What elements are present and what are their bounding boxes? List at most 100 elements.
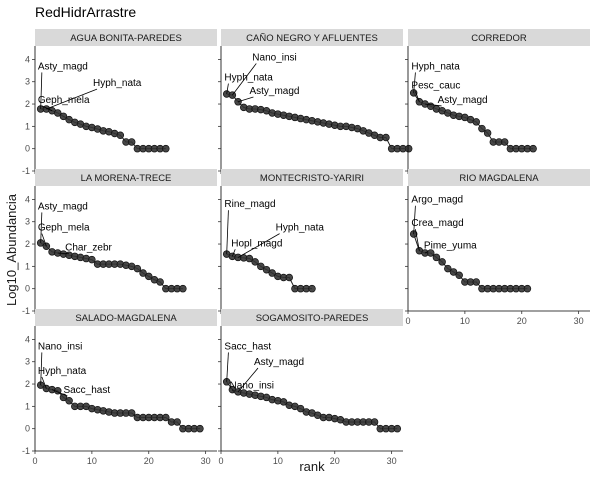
species-label: Nano_insi [230,381,274,392]
facet-sogamosito-paredes: SOGAMOSITO-PAREDES 0 10 20 30 Sacc_hast Asty_m… [218,309,403,466]
data-point [370,418,379,426]
label-leader-line [41,376,47,389]
label-leader-line [237,96,254,103]
facet-strip [35,309,217,326]
species-label: Char_zebr [65,243,112,254]
y-tick-label: -1 [22,446,30,456]
species-label: Argo_magd [411,195,463,206]
data-point [478,124,486,133]
data-point [127,409,136,417]
data-point [116,131,125,140]
data-point [308,284,316,293]
x-tick-label: 20 [517,316,527,326]
data-point [196,424,204,433]
species-label: Hyph_nata [93,78,142,89]
species-label: Asty_magd [438,95,488,106]
label-leader-line [415,91,420,102]
label-leader-line [226,210,229,255]
species-label: Asty_magd [38,61,88,72]
y-tick-label: 2 [25,379,30,389]
data-point [382,133,390,142]
x-tick-label: 20 [330,456,340,466]
x-tick-label: 10 [460,316,470,326]
facet-strip-label: RIO MAGDALENA [459,173,539,184]
data-point [523,284,532,293]
label-leader-line [413,72,416,93]
data-point [438,258,446,266]
x-tick-label: 0 [32,456,37,466]
facet-strip [221,169,403,186]
data-point [432,253,441,262]
data-point [162,144,170,153]
species-label: Nano_insi [252,53,296,64]
x-tick-label: 0 [405,316,410,326]
chart-title: RedHidrArrastre [35,4,136,20]
facet-corredor: CORREDOR Hyph_nata Pesc_cauc Asty_magd [405,29,590,174]
data-point [145,272,153,281]
label-leader-line [232,63,257,96]
data-point [245,254,254,263]
facet-agua-bonita-paredes: AGUA BONITA-PAREDES -1 0 1 2 3 4 Asty_magd Hyph_… [22,29,217,176]
data-point [279,398,288,406]
data-point [53,109,62,117]
x-tick-label: 30 [201,456,211,466]
data-point [156,278,164,286]
species-label: Pesc_cauc [411,80,460,91]
data-point [285,273,294,282]
facet-strip-label: SOGAMOSITO-PAREDES [256,313,369,324]
label-leader-line [413,205,416,235]
y-tick-label: 3 [25,217,30,227]
facet-strip [35,169,217,186]
y-tick-label: 0 [25,144,30,154]
y-tick-label: 1 [25,261,30,271]
data-point [139,269,147,277]
facet-strip [221,309,403,326]
species-label: Hyph_nata [276,223,325,234]
data-point [529,144,537,153]
data-point [127,138,136,146]
species-label: Crea_magd [411,218,463,229]
species-label: Asty_magd [249,86,299,97]
facet-strip-label: AGUA BONITA-PAREDES [70,33,182,44]
label-leader-line [226,352,229,382]
y-tick-label: 4 [25,54,30,64]
x-tick-label: 30 [387,456,397,466]
facet-strip [35,29,217,46]
data-point [444,264,452,273]
y-tick-label: 4 [25,334,30,344]
species-label: Hyph_nata [411,61,460,72]
facet-strip [408,169,590,186]
label-leader-line [424,251,429,254]
facet-montecristo-yariri: MONTECRISTO-YARIRI Rine_magd Hyph_nata Hopl… [218,169,403,314]
y-tick-label: 2 [25,99,30,109]
species-label: Geph_mela [38,223,90,234]
data-point [472,278,481,286]
label-leader-line [232,249,236,257]
y-tick-label: 2 [25,239,30,249]
y-tick-label: -1 [22,306,30,316]
facet-strip [221,29,403,46]
y-axis-title: Log10_Abundancia [4,193,19,306]
label-leader-line [46,88,98,110]
data-point [455,271,463,280]
label-leader-line [237,233,280,258]
label-leader-line [41,105,53,112]
x-tick-label: 0 [218,456,223,466]
data-point [268,269,276,277]
data-point [427,249,435,257]
data-point [88,255,96,264]
data-point [251,258,259,266]
y-tick-label: 4 [25,194,30,204]
facet-strip-label: SALADO-MAGDALENA [75,313,177,324]
x-tick-label: 10 [87,456,97,466]
y-tick-label: 0 [25,424,30,434]
facet-strip-label: CAÑO NEGRO Y AFLUENTES [246,33,378,44]
species-label: Nano_insi [38,341,82,352]
species-label: Hopl_magd [231,238,282,249]
data-point [262,265,271,274]
data-point [133,264,142,273]
y-tick-label: 3 [25,77,30,87]
data-point [472,118,481,126]
species-label: Asty_magd [254,357,304,368]
